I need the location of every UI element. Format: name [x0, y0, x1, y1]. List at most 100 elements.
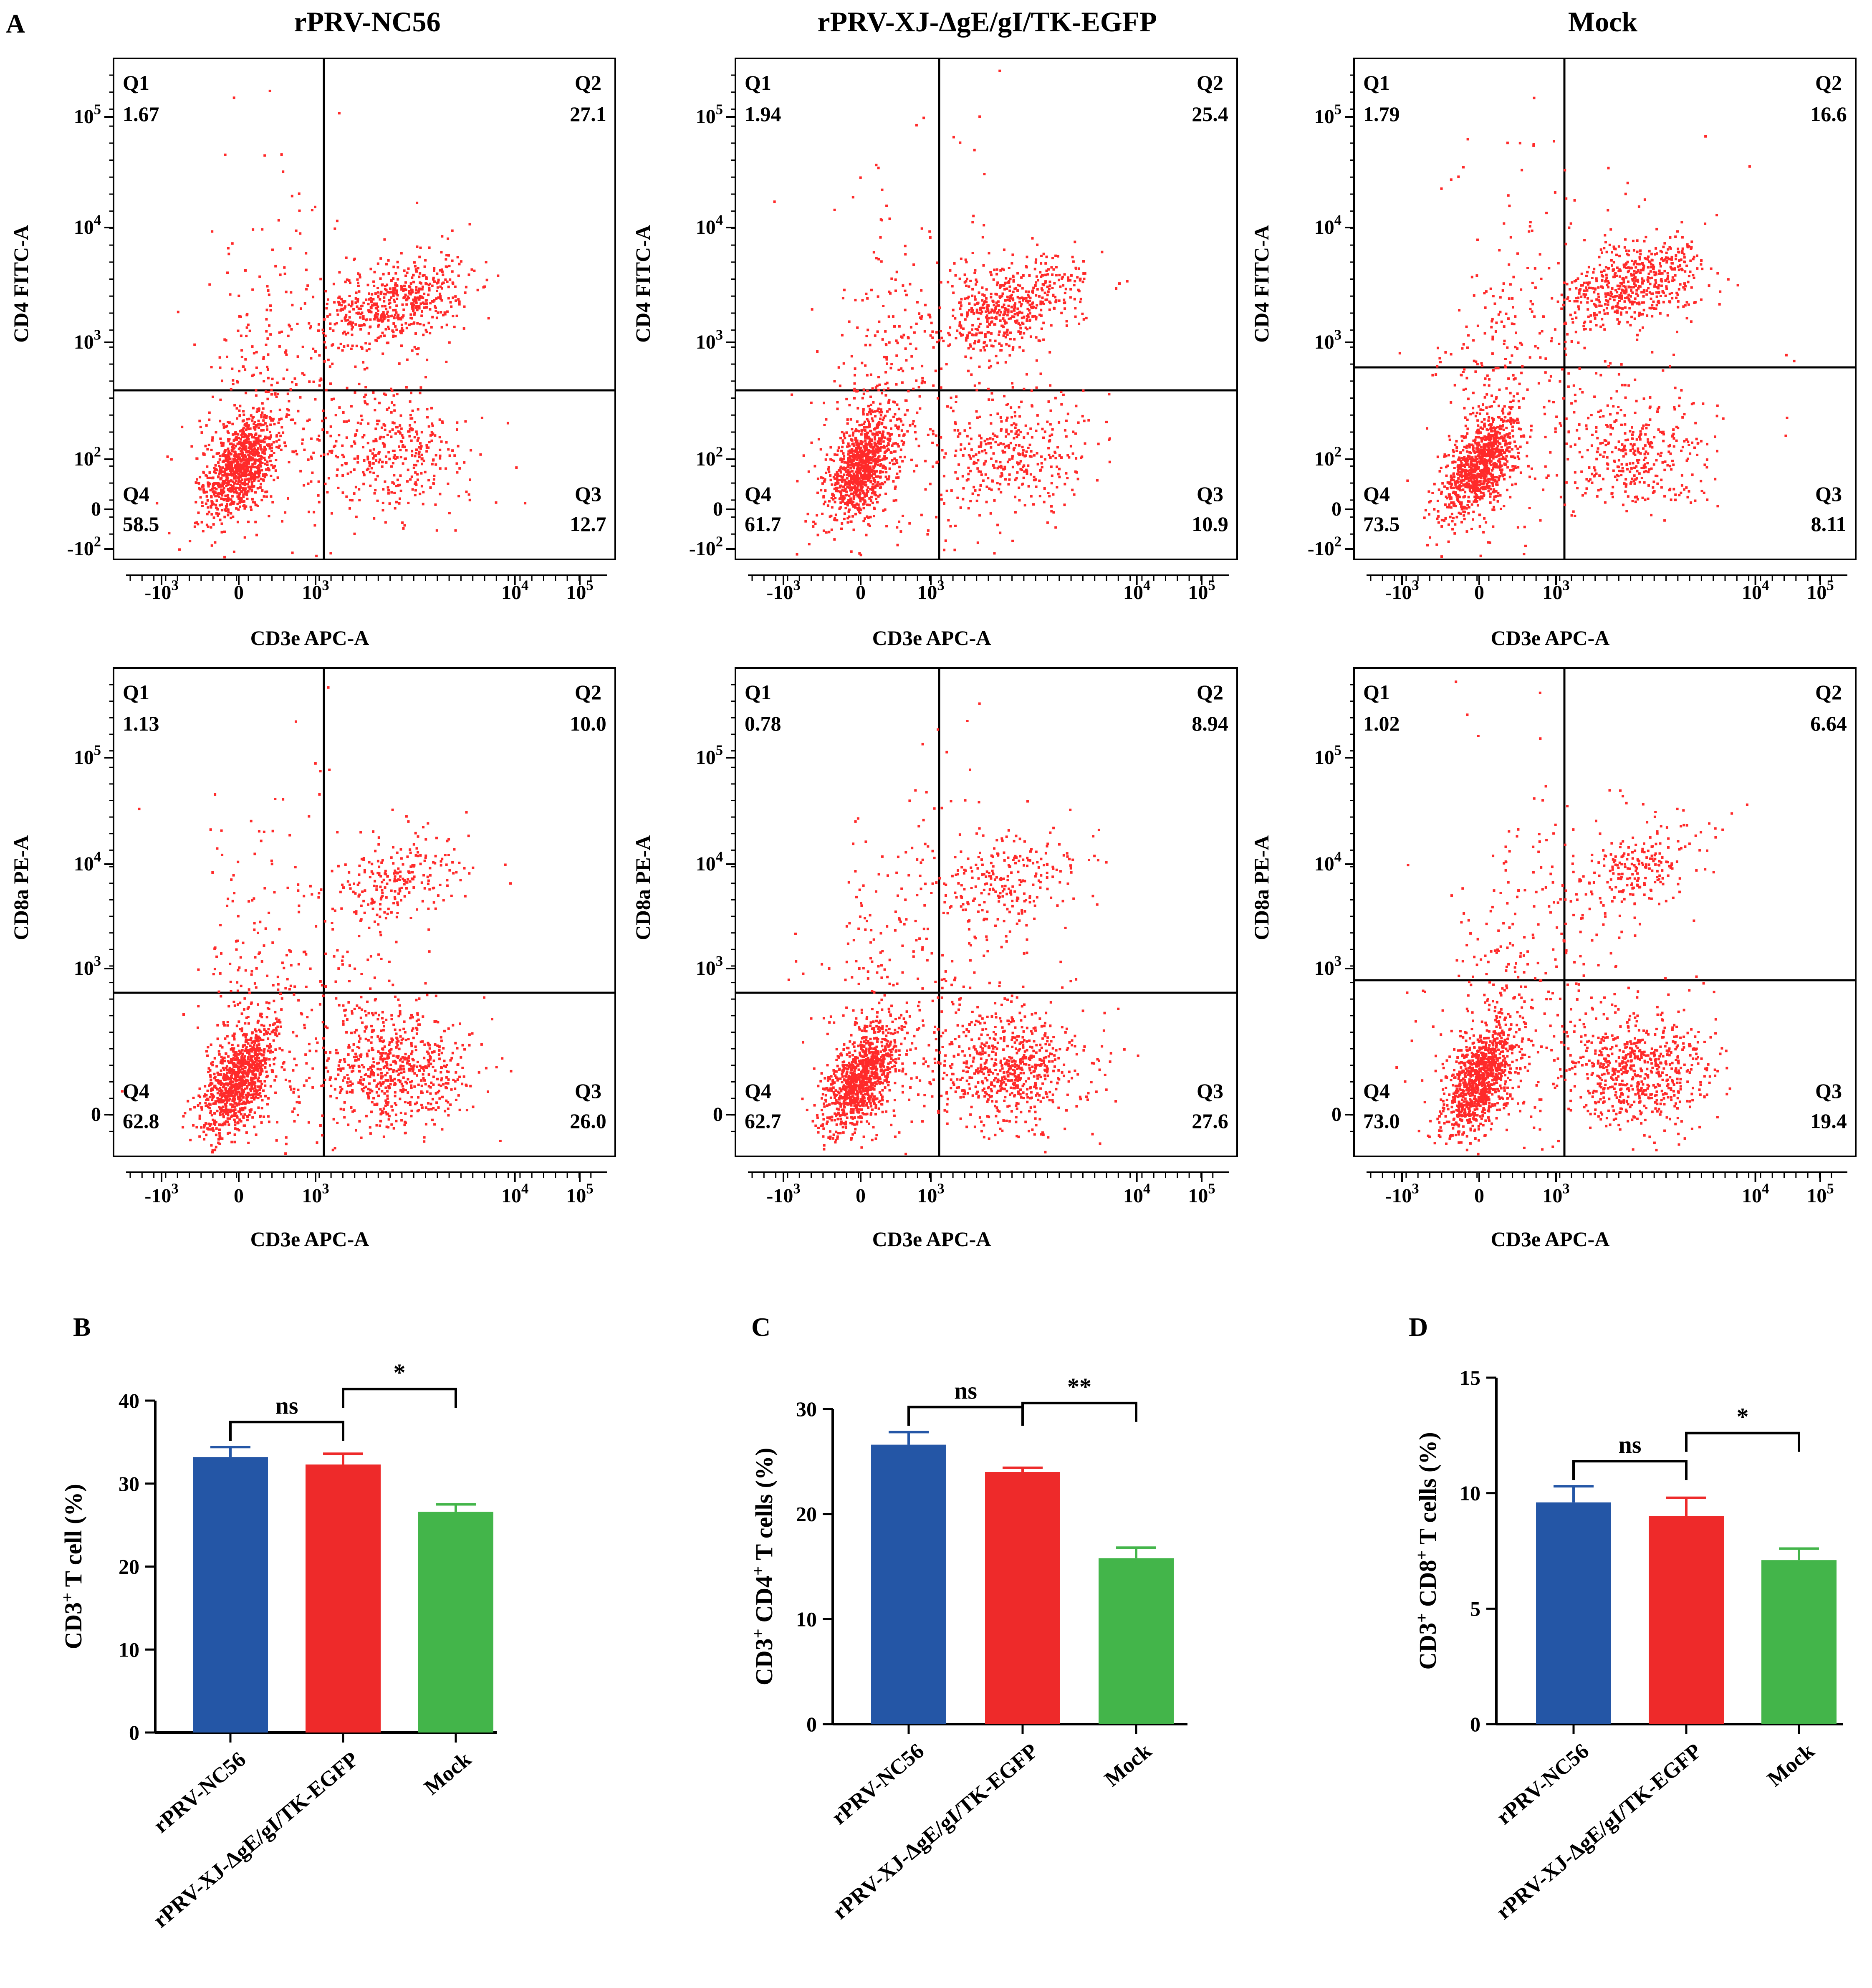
event-dot: [929, 316, 932, 319]
y-axis-label: CD4 FITC-A: [631, 225, 654, 343]
event-dot: [439, 292, 442, 295]
event-dot: [1015, 444, 1018, 447]
event-dot: [870, 403, 872, 406]
event-dot: [950, 489, 953, 492]
event-dot: [333, 301, 336, 304]
event-dot: [1040, 262, 1043, 265]
event-dot: [940, 367, 943, 370]
event-dot: [872, 458, 875, 461]
event-dot: [229, 458, 232, 460]
event-dot: [285, 353, 288, 356]
event-dot: [219, 438, 222, 440]
event-dot: [1082, 272, 1085, 275]
event-dot: [241, 500, 244, 503]
event-dot: [198, 487, 201, 490]
event-dot: [253, 436, 255, 439]
event-dot: [1069, 296, 1072, 299]
event-dot: [255, 394, 258, 397]
event-dot: [204, 445, 207, 448]
event-dot: [978, 331, 981, 334]
event-dot: [975, 283, 978, 286]
event-dot: [1057, 473, 1060, 476]
event-dot: [839, 479, 842, 481]
event-dot: [307, 482, 310, 485]
event-dot: [978, 451, 980, 454]
event-dot: [859, 554, 862, 556]
event-dot: [292, 450, 295, 453]
event-dot: [990, 296, 993, 298]
event-dot: [307, 458, 310, 461]
event-dot: [897, 476, 900, 479]
event-dot: [366, 442, 369, 445]
event-dot: [375, 440, 378, 443]
event-dot: [861, 397, 864, 400]
event-dot: [971, 334, 974, 336]
event-dot: [883, 426, 886, 428]
event-dot: [841, 489, 844, 492]
dot-cloud: [1398, 96, 1796, 558]
event-dot: [890, 277, 893, 280]
event-dot: [1036, 243, 1039, 246]
event-dot: [857, 464, 860, 467]
event-dot: [245, 326, 248, 329]
event-dot: [811, 308, 813, 311]
event-dot: [248, 459, 250, 462]
event-dot: [226, 468, 229, 470]
event-dot: [848, 445, 851, 448]
event-dot: [467, 273, 470, 276]
event-dot: [1491, 417, 1494, 420]
event-dot: [257, 448, 260, 450]
event-dot: [364, 400, 366, 403]
event-dot: [887, 315, 890, 318]
event-dot: [351, 344, 354, 347]
event-dot: [1468, 488, 1471, 491]
event-dot: [1460, 460, 1463, 463]
event-dot: [885, 344, 888, 347]
event-dot: [242, 472, 245, 475]
event-dot: [251, 458, 254, 461]
event-dot: [375, 459, 378, 462]
event-dot: [855, 488, 858, 491]
event-dot: [392, 421, 394, 424]
event-dot: [1038, 495, 1041, 498]
event-dot: [263, 476, 266, 478]
event-dot: [1490, 441, 1493, 444]
event-dot: [265, 390, 268, 393]
event-dot: [419, 295, 422, 298]
event-dot: [852, 467, 855, 470]
event-dot: [230, 498, 232, 501]
event-dot: [879, 414, 882, 417]
event-dot: [388, 502, 391, 505]
event-dot: [325, 307, 328, 310]
event-dot: [262, 357, 265, 360]
event-dot: [862, 503, 865, 506]
event-dot: [369, 318, 372, 321]
event-dot: [1499, 425, 1502, 427]
event-dot: [867, 516, 870, 519]
event-dot: [364, 386, 367, 389]
event-dot: [236, 380, 239, 383]
event-dot: [1041, 289, 1044, 292]
event-dot: [1055, 274, 1058, 277]
event-dot: [361, 324, 363, 327]
event-dot: [1000, 324, 1003, 327]
event-dot: [1024, 326, 1027, 329]
event-dot: [904, 245, 907, 248]
event-dot: [243, 500, 245, 503]
event-dot: [865, 463, 867, 466]
event-dot: [361, 418, 364, 421]
event-dot: [867, 460, 870, 463]
x-tick-label: 103: [917, 577, 944, 604]
event-dot: [222, 442, 225, 445]
event-dot: [1030, 306, 1033, 309]
event-dot: [869, 408, 872, 411]
event-dot: [366, 367, 369, 369]
event-dot: [394, 507, 397, 510]
event-dot: [412, 273, 415, 276]
event-dot: [865, 484, 868, 487]
event-dot: [864, 473, 867, 476]
event-dot: [348, 310, 351, 313]
event-dot: [904, 309, 907, 311]
event-dot: [851, 460, 854, 463]
event-dot: [836, 470, 839, 473]
